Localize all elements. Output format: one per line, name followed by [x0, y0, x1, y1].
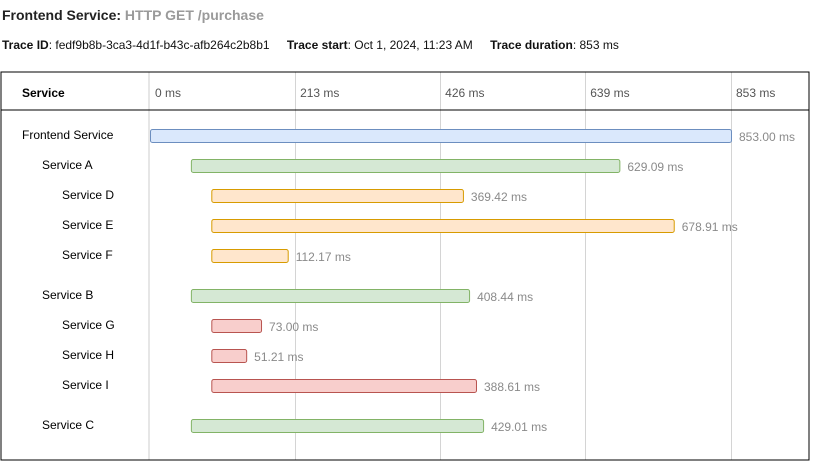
trace-id-value: fedf9b8b-3ca3-4d1f-b43c-afb264c2b8b1	[55, 38, 270, 52]
tick-label: 0 ms	[155, 86, 181, 100]
span-name: Service A	[42, 158, 93, 172]
tick-label: 426 ms	[445, 86, 484, 100]
span-name: Service D	[62, 188, 114, 202]
span-duration-label: 388.61 ms	[484, 380, 540, 394]
span-bar[interactable]	[211, 319, 263, 333]
column-header-service: Service	[22, 86, 65, 100]
span-name: Service F	[62, 248, 113, 262]
page-title: Frontend Service: HTTP GET /purchase	[2, 7, 264, 23]
tick-layer: 0 ms 213 ms 426 ms 639 ms 853 ms	[155, 86, 775, 100]
trace-id-label: Trace ID	[2, 38, 49, 52]
span-name: Frontend Service	[22, 128, 114, 142]
span-bar[interactable]	[190, 159, 621, 173]
span-duration-label: 369.42 ms	[471, 190, 527, 204]
span-duration-label: 408.44 ms	[477, 290, 533, 304]
trace-start-label: Trace start	[286, 38, 348, 52]
trace-duration-value: 853 ms	[579, 38, 619, 52]
span-name: Service H	[62, 348, 114, 362]
title-service: Frontend Service:	[2, 7, 122, 23]
span-bar[interactable]	[211, 349, 248, 363]
trace-duration-label: Trace duration	[490, 38, 573, 52]
trace-id-group: Trace ID: fedf9b8b-3ca3-4d1f-b43c-afb264…	[2, 38, 270, 52]
span-duration-label: 112.17 ms	[296, 250, 351, 264]
trace-duration-group: Trace duration: 853 ms	[490, 38, 619, 52]
span-bar[interactable]	[211, 219, 675, 233]
span-name: Service I	[62, 378, 109, 392]
tick-label: 213 ms	[300, 86, 339, 100]
span-name: Service B	[42, 288, 93, 302]
span-duration-label: 853.00 ms	[739, 130, 795, 144]
span-bar[interactable]	[211, 189, 464, 203]
span-bar[interactable]	[190, 289, 471, 303]
span-duration-label: 678.91 ms	[682, 220, 738, 234]
span-duration-label: 629.09 ms	[627, 160, 683, 174]
span-duration-label: 429.01 ms	[491, 420, 547, 434]
trace-start-value: Oct 1, 2024, 11:23 AM	[354, 38, 473, 52]
span-bar[interactable]	[150, 129, 732, 143]
span-bar[interactable]	[211, 379, 477, 393]
span-duration-label: 73.00 ms	[269, 320, 318, 334]
span-name: Service G	[62, 318, 115, 332]
span-bar[interactable]	[211, 249, 289, 263]
trace-meta: Trace ID: fedf9b8b-3ca3-4d1f-b43c-afb264…	[2, 38, 633, 52]
trace-start-group: Trace start: Oct 1, 2024, 11:23 AM	[286, 38, 473, 52]
tick-label: 639 ms	[590, 86, 629, 100]
span-layer: Frontend Service 853.00 ms Service A 629.09…	[22, 128, 795, 434]
span-name: Service C	[42, 418, 94, 432]
tick-label: 853 ms	[736, 86, 775, 100]
span-duration-label: 51.21 ms	[254, 350, 303, 364]
span-bar[interactable]	[190, 419, 485, 433]
timeline-frame	[0, 71, 810, 461]
title-operation: HTTP GET /purchase	[124, 7, 264, 23]
span-name: Service E	[62, 218, 113, 232]
